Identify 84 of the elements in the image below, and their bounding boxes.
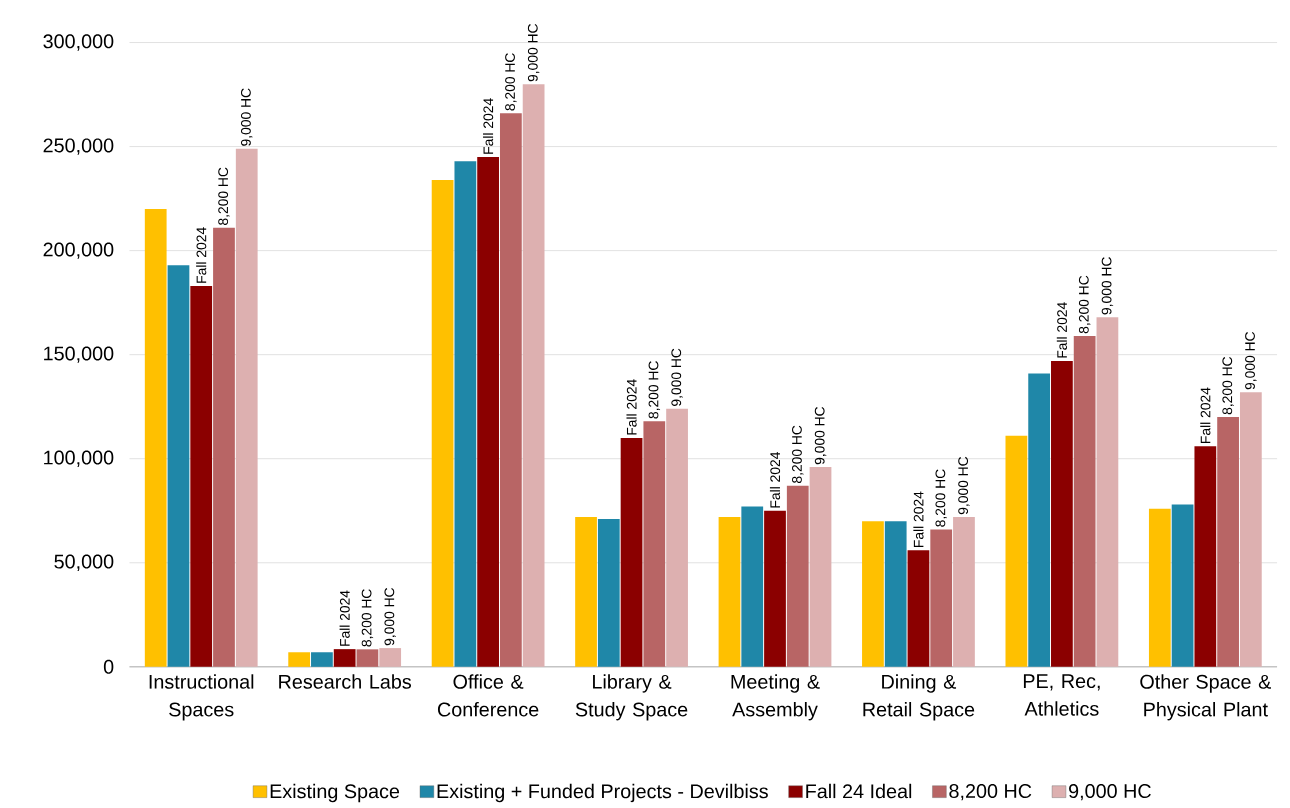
annotation: 8,200 HC	[648, 360, 661, 419]
annotation: 9,000 HC	[958, 456, 970, 515]
bar	[379, 647, 402, 667]
bar	[1005, 435, 1028, 667]
annotation: Fall 2024	[483, 98, 494, 154]
bar	[666, 408, 688, 667]
annotation: 8,200 HC	[1078, 275, 1091, 334]
bar	[907, 550, 930, 667]
bar	[597, 518, 620, 667]
bar	[1096, 317, 1119, 667]
y-tick-label: 50,000	[54, 554, 114, 571]
bar	[288, 652, 311, 667]
annotation: Fall 2024	[339, 590, 350, 646]
bar	[786, 485, 809, 667]
annotation: Fall 2024	[913, 491, 924, 547]
bar	[1194, 446, 1217, 667]
legend-label: 9,000 HC	[1069, 783, 1151, 801]
bar	[167, 265, 190, 667]
bar	[620, 437, 643, 667]
bar	[1028, 373, 1051, 667]
x-tick-label: Office & Conference	[437, 674, 539, 717]
annotation: Fall 2024	[769, 451, 781, 508]
bar	[1148, 508, 1171, 667]
bar	[235, 148, 258, 667]
bar	[809, 466, 832, 667]
annotation: Fall 2024	[1056, 302, 1067, 358]
annotation: 9,000 HC	[814, 406, 827, 465]
x-tick-label: Instructional Spaces	[149, 674, 254, 721]
annotation: 9,000 HC	[384, 587, 396, 646]
bar	[333, 648, 356, 667]
annotation: 9,000 HC	[241, 88, 253, 146]
annotation: 9,000 HC	[1101, 256, 1114, 315]
y-tick-label: 200,000	[43, 242, 114, 259]
bar	[144, 208, 167, 667]
annotation: 8,200 HC	[935, 469, 947, 527]
annotation: 8,200 HC	[1222, 356, 1234, 415]
x-tick-label: Meeting & Assembly	[731, 674, 820, 721]
annotation: 8,200 HC	[505, 53, 517, 111]
bar	[764, 510, 786, 667]
annotation: Fall 2024	[1200, 387, 1211, 443]
y-tick-label: 250,000	[43, 138, 114, 155]
legend-label: 8,200 HC	[949, 783, 1032, 801]
bar	[741, 506, 764, 667]
bar	[454, 161, 477, 667]
bar	[356, 649, 379, 667]
x-tick-label: Library & Study Space	[575, 674, 688, 721]
bar	[1171, 504, 1194, 667]
bar	[1073, 335, 1096, 667]
bar	[575, 516, 597, 667]
bar	[522, 84, 545, 667]
bar	[1051, 360, 1073, 667]
x-tick-label: PE, Rec, Athletics	[1023, 674, 1100, 716]
bar	[884, 521, 907, 667]
legend-label: Existing + Funded Projects - Devilbiss	[437, 783, 768, 803]
x-tick-label: Other Space & Physical Plant	[1140, 674, 1271, 721]
bar	[718, 516, 741, 667]
annotation: 8,200 HC	[218, 167, 230, 225]
annotation: 8,200 HC	[361, 589, 374, 647]
y-tick-label: 150,000	[44, 346, 114, 363]
bar	[1239, 392, 1262, 667]
annotation: Fall 2024	[626, 379, 637, 435]
annotation: 9,000 HC	[671, 348, 683, 406]
y-tick-label: 0	[103, 659, 114, 674]
annotation: Fall 2024	[196, 227, 207, 283]
annotation: 9,000 HC	[527, 23, 540, 82]
bar	[643, 421, 666, 667]
bar	[311, 652, 333, 667]
bar	[190, 285, 213, 667]
annotation: 8,200 HC	[792, 425, 804, 483]
x-tick-label: Research Labs	[279, 674, 411, 689]
y-tick-label: 300,000	[43, 34, 114, 51]
legend-label: Existing Space	[270, 783, 400, 803]
bar	[930, 529, 953, 667]
legend-label: Fall 24 Ideal	[806, 783, 912, 799]
bar	[862, 521, 884, 667]
bar	[213, 227, 235, 667]
y-tick-label: 100,000	[44, 450, 114, 467]
bar	[1217, 416, 1239, 667]
bar	[953, 516, 975, 667]
bar	[499, 113, 522, 667]
x-tick-label: Dining & Retail Space	[863, 674, 975, 721]
annotation: 9,000 HC	[1245, 331, 1257, 390]
bar	[431, 179, 454, 667]
bar	[477, 156, 499, 667]
